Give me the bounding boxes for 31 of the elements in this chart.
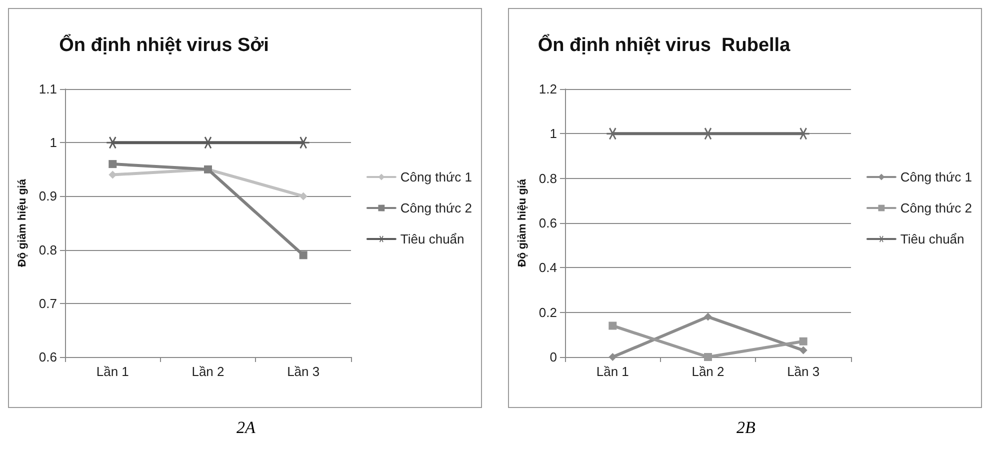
legend-label: Công thức 1 [900,170,972,184]
x-tick-label: Lần 1 [596,364,629,379]
chart-title: Ổn định nhiệt virus Rubella [538,33,791,56]
text: 2A [236,418,256,438]
y-axis-title: Độ giảm hiệu giá [16,178,28,268]
y-tick-label: 1.1 [38,82,57,96]
y-tick-label: 0.7 [38,296,57,311]
x-tick-label: Lần 2 [192,364,224,379]
legend-label: Công thức 2 [400,200,472,216]
x-tick-label: Lần 3 [287,364,320,379]
y-axis-title: Độ giảm hiệu giá [516,178,528,268]
y-tick-label: 0.2 [538,304,557,320]
y-tick-label: 0.8 [538,170,557,186]
chart-title: Ổn định nhiệt virus Sởi [59,33,269,56]
x-tick-label: Lần 3 [787,364,820,379]
y-tick-label: 0.9 [38,188,57,204]
y-tick-label: 0 [550,350,557,364]
legend-label: Công thức 1 [400,170,472,184]
y-tick-label: 0.8 [38,242,57,258]
y-tick-label: 1.2 [538,82,557,96]
y-tick-label: 1 [50,135,57,150]
x-tick-label: Lần 2 [692,364,724,379]
y-tick-label: 1 [550,126,557,142]
legend-label: Tiêu chuẩn [900,232,964,246]
text: 2B [736,418,756,438]
y-tick-label: 0.4 [538,260,557,276]
legend-label: Công thức 2 [900,200,972,216]
y-tick-label: 0.6 [538,216,557,230]
legend-label: Tiêu chuẩn [400,232,464,246]
x-tick-label: Lần 1 [96,364,129,379]
y-tick-label: 0.6 [38,350,57,364]
